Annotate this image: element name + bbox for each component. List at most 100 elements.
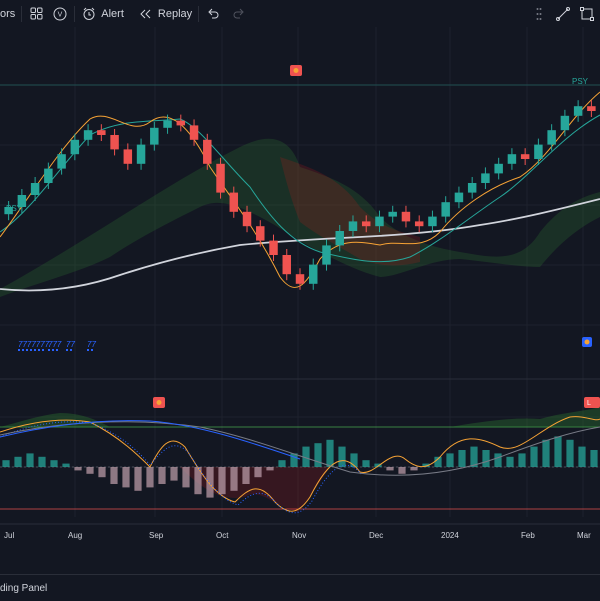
histogram-bar xyxy=(422,463,430,467)
time-label-mar: Mar xyxy=(577,531,591,540)
undo-icon xyxy=(205,6,221,22)
candle-body xyxy=(454,192,464,203)
histogram-bar xyxy=(146,467,154,488)
candle-body xyxy=(335,231,344,246)
candle-body xyxy=(123,149,133,164)
histogram-bar xyxy=(470,446,478,467)
candle-body xyxy=(309,264,318,284)
histogram-bar xyxy=(518,453,526,467)
osc-signal-blue-dotted xyxy=(0,421,363,514)
undo-button[interactable] xyxy=(205,0,221,27)
osc-fill-top-right xyxy=(450,407,600,427)
trendline-tool-icon[interactable] xyxy=(554,5,572,23)
histogram-bar xyxy=(122,467,130,488)
templates-button[interactable] xyxy=(28,0,44,27)
osc-badge-right-text: L xyxy=(587,400,591,407)
price-chart[interactable]: PSY PSY 7777777 777 77 77 xyxy=(0,27,600,574)
psy-label-right: PSY xyxy=(572,77,589,86)
macd-histogram xyxy=(2,436,598,498)
signal-badge-right[interactable] xyxy=(582,337,592,347)
histogram-bar xyxy=(494,453,502,467)
ichimoku-cloud-bull xyxy=(0,138,600,297)
osc-badge-left[interactable] xyxy=(153,397,165,408)
histogram-bar xyxy=(242,467,250,484)
candle-body xyxy=(494,163,503,174)
histogram-bar xyxy=(110,467,118,484)
grid-lines xyxy=(0,27,600,517)
histogram-bar xyxy=(434,456,442,467)
candle-body xyxy=(322,245,331,265)
candle-body xyxy=(256,226,265,241)
version-button[interactable]: V xyxy=(52,0,68,27)
histogram-bar xyxy=(314,443,322,467)
histogram-bar xyxy=(158,467,166,484)
drag-handle-icon[interactable] xyxy=(530,5,548,23)
rewind-icon xyxy=(138,6,154,22)
bottom-panel-bar[interactable]: ding Panel xyxy=(0,574,600,601)
candle-body xyxy=(401,211,411,222)
time-axis: Jul Aug Sep Oct Nov Dec 2024 Feb Mar xyxy=(4,531,591,540)
histogram-bar xyxy=(554,436,562,467)
candle-body xyxy=(388,211,397,217)
histogram-bar xyxy=(446,453,454,467)
marker-group-3: 77 xyxy=(66,340,75,349)
candle-body xyxy=(216,163,225,193)
histogram-bar xyxy=(458,450,466,467)
candle-body xyxy=(189,125,199,140)
rectangle-tool-icon[interactable] xyxy=(578,5,596,23)
candle-body xyxy=(163,120,172,128)
toolbar-divider xyxy=(74,5,76,22)
chart-background xyxy=(0,27,600,574)
candle-body xyxy=(282,255,291,275)
version-badge-text: V xyxy=(58,11,63,18)
redo-button[interactable] xyxy=(231,0,247,27)
marker-group-2: 777 xyxy=(48,340,62,349)
histogram-bar xyxy=(362,460,370,467)
candle-body xyxy=(507,154,517,164)
time-label-dec: Dec xyxy=(369,531,383,540)
marker-group-4: 77 xyxy=(87,340,96,349)
alert-label: Alert xyxy=(101,7,124,20)
grid-icon xyxy=(28,6,44,22)
histogram-bar xyxy=(98,467,106,478)
replay-button[interactable]: Replay xyxy=(138,0,192,27)
histogram-bar xyxy=(482,450,490,467)
candle-body xyxy=(70,139,80,155)
candle-body xyxy=(295,274,305,284)
histogram-bar xyxy=(590,450,598,467)
candle-body xyxy=(176,120,186,126)
candle-body xyxy=(242,211,252,227)
signal-badge-top[interactable] xyxy=(290,65,302,76)
indicators-button[interactable]: ors xyxy=(0,0,15,27)
histogram-bar xyxy=(578,446,586,467)
histogram-bar xyxy=(338,446,346,467)
right-toolbar xyxy=(530,0,600,27)
trading-panel-tab[interactable]: ding Panel xyxy=(0,582,48,594)
osc-badge-right[interactable]: L xyxy=(584,397,600,408)
candle-body xyxy=(534,144,543,159)
candle-body xyxy=(375,216,384,227)
time-label-jul: Jul xyxy=(4,531,14,540)
histogram-bar xyxy=(410,467,418,471)
histogram-bar xyxy=(74,467,82,471)
histogram-bar xyxy=(254,467,262,478)
candle-body xyxy=(97,130,106,135)
histogram-bar xyxy=(350,453,358,467)
marker-group-1: 7777777 xyxy=(18,340,50,349)
candle-body xyxy=(269,240,278,255)
histogram-bar xyxy=(290,453,298,467)
histogram-bar xyxy=(566,439,574,467)
candlesticks xyxy=(4,100,596,290)
candle-body xyxy=(150,127,159,145)
alert-button[interactable]: Alert xyxy=(81,0,124,27)
candle-body xyxy=(441,202,450,217)
histogram-bar xyxy=(170,467,178,481)
candle-body xyxy=(361,221,371,227)
histogram-bar xyxy=(26,453,34,467)
indicators-label: ors xyxy=(0,7,16,20)
histogram-bar xyxy=(542,439,550,467)
histogram-bar xyxy=(506,456,514,467)
histogram-bar xyxy=(278,460,286,467)
alarm-clock-icon xyxy=(81,6,97,22)
candle-body xyxy=(110,135,119,150)
